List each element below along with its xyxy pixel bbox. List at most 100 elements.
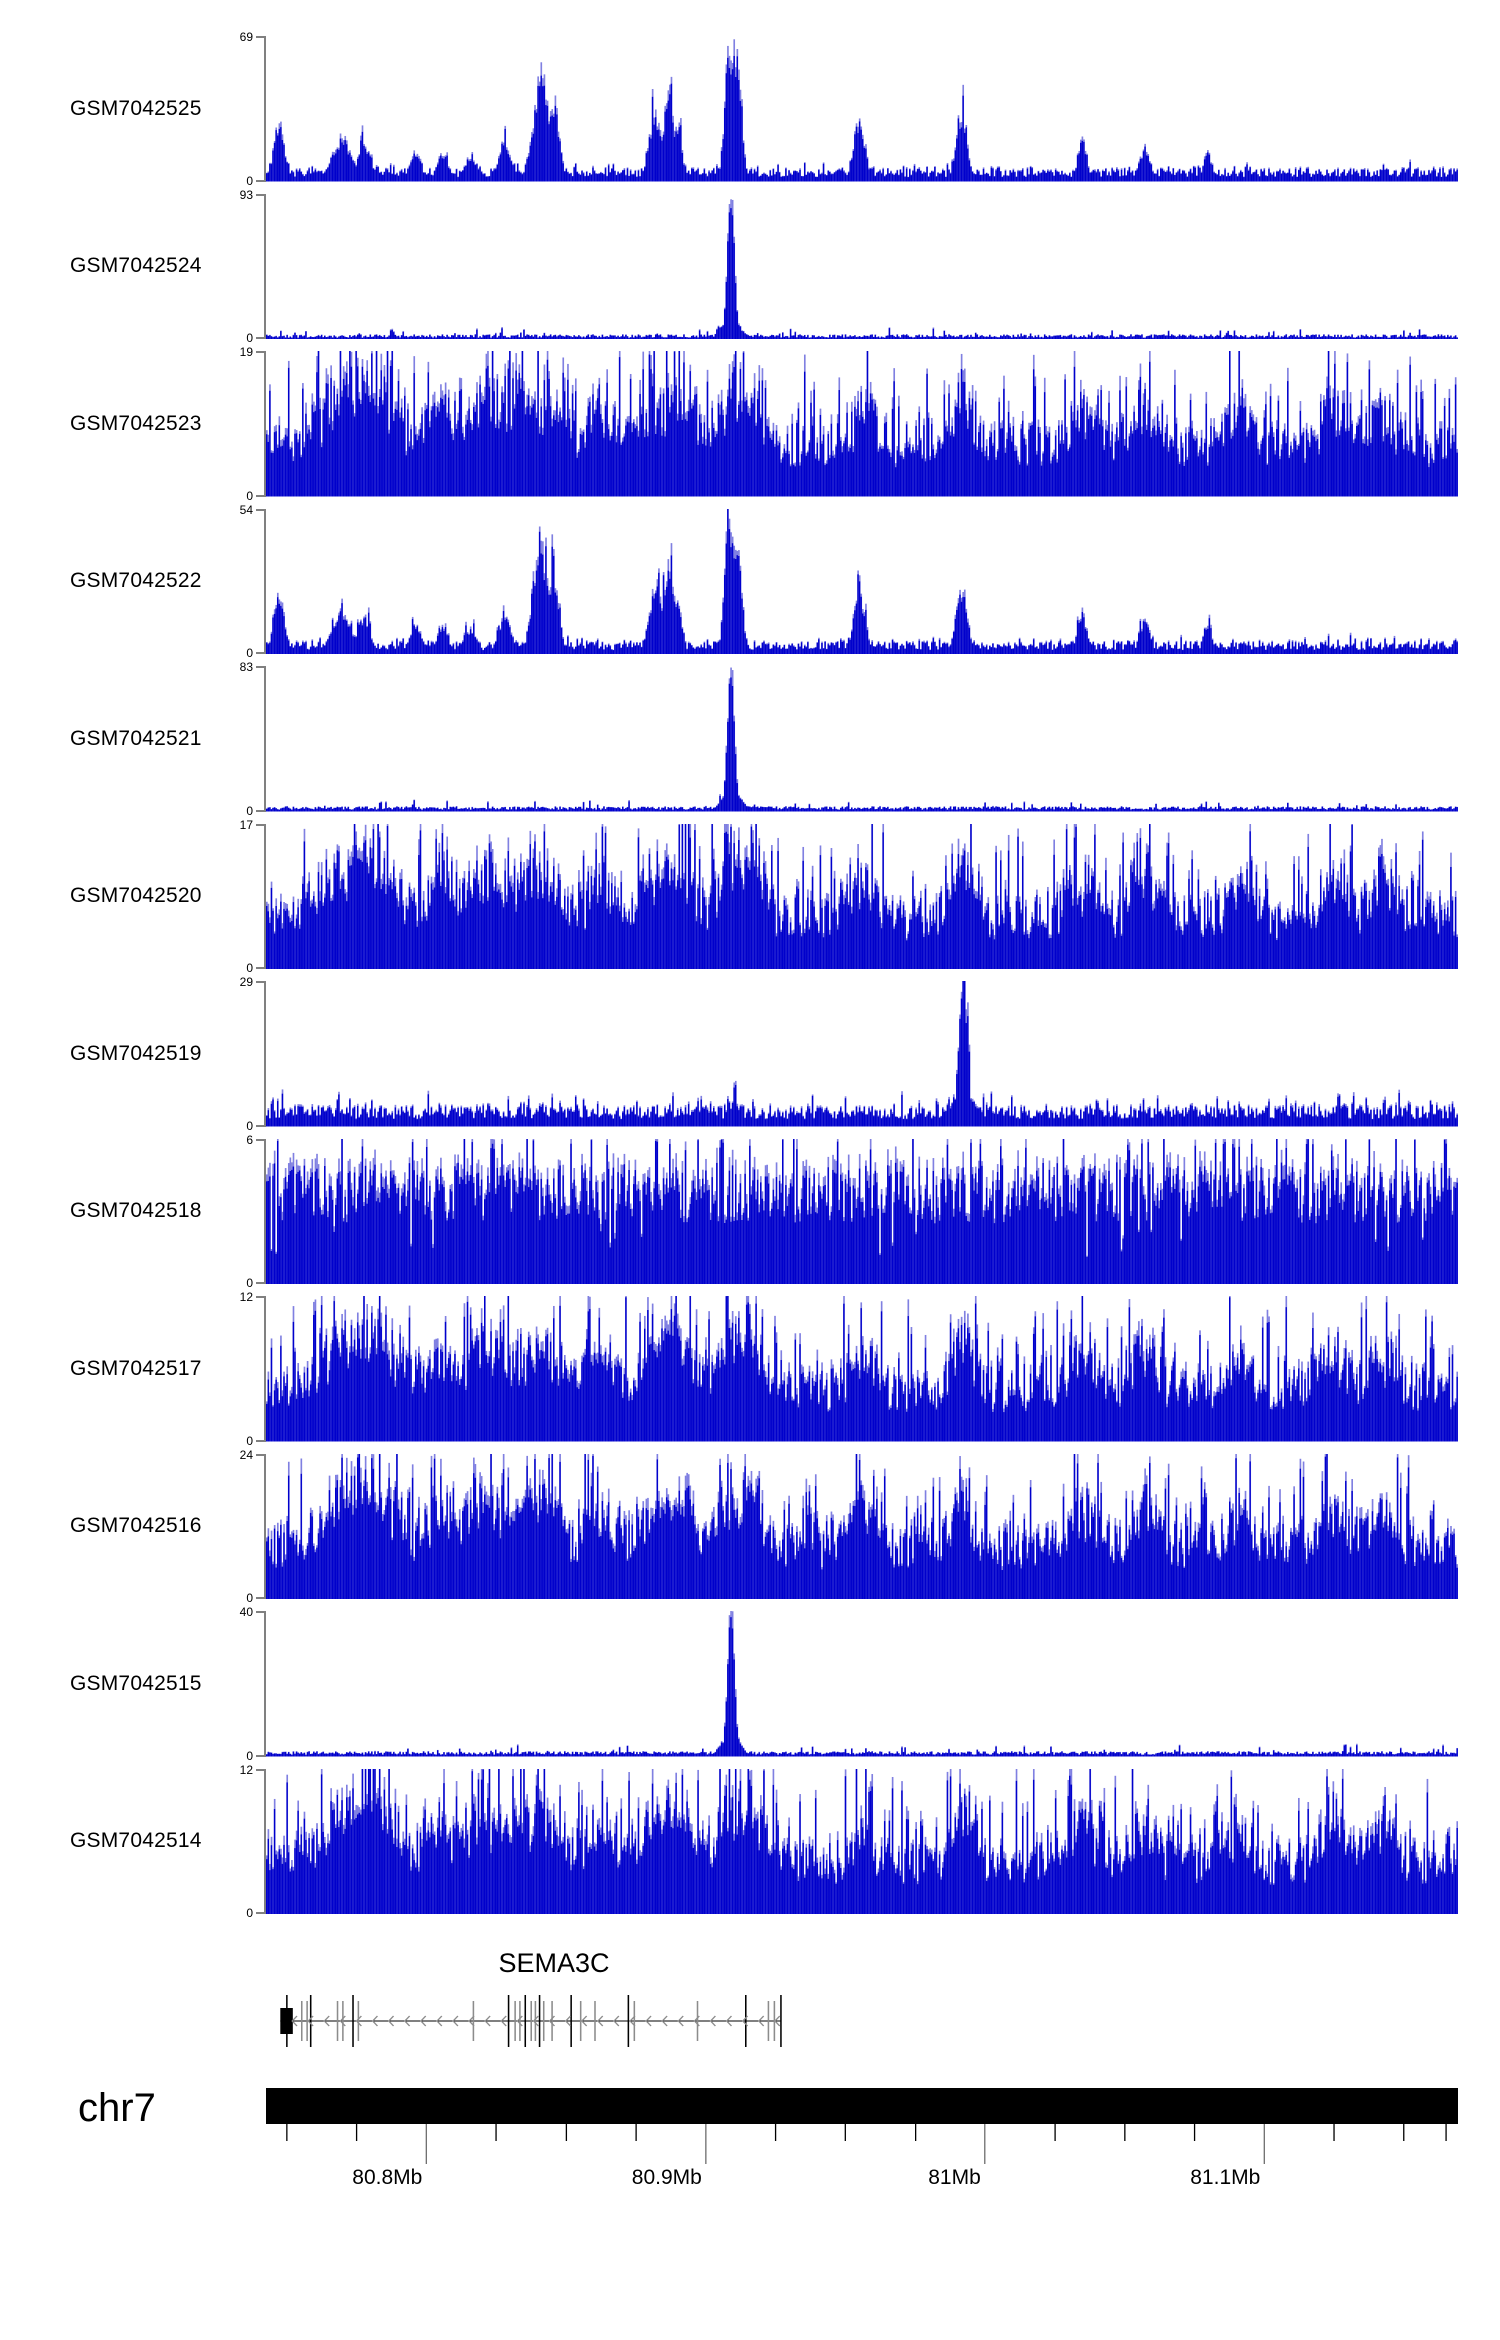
y-axis-max-label: 69: [239, 30, 253, 44]
track-label: GSM7042520: [70, 884, 202, 908]
signal-track[interactable]: GSM7042522 54 0: [0, 503, 1500, 661]
track-signal-plot[interactable]: [266, 1296, 1458, 1442]
y-axis-tick-min: [256, 652, 266, 654]
y-axis-max-label: 19: [239, 345, 253, 359]
chromosome-ticks: 80.8Mb 80.9Mb 81Mb 81.1Mb: [266, 2124, 1458, 2234]
track-y-axis: 17 0: [238, 819, 266, 974]
signal-track[interactable]: GSM7042519 29 0: [0, 975, 1500, 1133]
signal-track[interactable]: GSM7042517 12 0: [0, 1290, 1500, 1448]
y-axis-max-label: 12: [239, 1290, 253, 1304]
gene-name-label: SEMA3C: [498, 1948, 610, 1978]
y-axis-line: [264, 193, 266, 339]
y-axis-line: [264, 351, 266, 497]
chromosome-tick-label: 80.9Mb: [631, 2166, 702, 2189]
track-signal-plot[interactable]: [266, 1768, 1458, 1914]
track-signal-plot[interactable]: [266, 981, 1458, 1127]
y-axis-max-label: 6: [246, 1132, 253, 1147]
y-axis-min-label: 0: [246, 1591, 253, 1605]
y-axis-min-label: 0: [246, 331, 253, 345]
y-axis-tick-min: [256, 1754, 266, 1757]
y-axis-tick-min: [256, 337, 266, 339]
y-axis-max-label: 29: [239, 975, 253, 989]
chromosome-axis: chr7 80.8Mb 80.9Mb 81Mb 81.1Mb: [0, 2080, 1500, 2250]
y-axis-line: [264, 666, 266, 812]
gene-model[interactable]: [266, 1990, 1458, 2052]
track-y-axis: 12 0: [238, 1291, 266, 1447]
y-axis-min-label: 0: [246, 1118, 253, 1133]
signal-track[interactable]: GSM7042518 6 0: [0, 1133, 1500, 1291]
y-axis-min-label: 0: [246, 488, 253, 503]
signal-track[interactable]: GSM7042525 69 0: [0, 30, 1500, 188]
signal-track[interactable]: GSM7042523 19 0: [0, 345, 1500, 503]
track-signal-plot[interactable]: [266, 1453, 1458, 1599]
signal-track[interactable]: GSM7042520 17 0: [0, 818, 1500, 976]
track-label: GSM7042514: [70, 1829, 202, 1853]
signal-track[interactable]: GSM7042524 93 0: [0, 188, 1500, 346]
y-axis-min-label: 0: [246, 173, 253, 188]
track-label: GSM7042525: [70, 96, 202, 120]
y-axis-line: [264, 1296, 266, 1442]
y-axis-tick-max: [256, 351, 266, 353]
chromosome-tick-label: 81.1Mb: [1190, 2166, 1261, 2189]
y-axis-line: [264, 823, 266, 969]
y-axis-line: [264, 508, 266, 654]
track-signal-plot[interactable]: [266, 508, 1458, 654]
y-axis-tick-max: [256, 666, 266, 668]
y-axis-max-label: 12: [239, 1762, 253, 1777]
track-y-axis: 24 0: [238, 1449, 266, 1604]
track-signal-plot[interactable]: [266, 36, 1458, 182]
y-axis-tick-min: [256, 1282, 266, 1284]
y-axis-line: [264, 1611, 266, 1757]
signal-track[interactable]: GSM7042515 40 0: [0, 1605, 1500, 1763]
y-axis-tick-max: [256, 193, 266, 196]
track-y-axis: 54 0: [238, 504, 266, 659]
chromosome-tick-label: 80.8Mb: [352, 2166, 423, 2189]
y-axis-line: [264, 981, 266, 1127]
track-y-axis: 19 0: [238, 346, 266, 502]
y-axis-line: [264, 36, 266, 182]
track-y-axis: 40 0: [238, 1606, 266, 1762]
signal-track[interactable]: GSM7042521 83 0: [0, 660, 1500, 818]
gene-annotation-track[interactable]: SEMA3C: [0, 1948, 1500, 2068]
y-axis-tick-max: [256, 823, 266, 826]
y-axis-tick-min: [256, 1439, 266, 1442]
track-label: GSM7042519: [70, 1041, 202, 1065]
track-label: GSM7042517: [70, 1356, 202, 1380]
track-label: GSM7042516: [70, 1514, 202, 1538]
y-axis-tick-max: [256, 1138, 266, 1141]
y-axis-min-label: 0: [246, 1748, 253, 1763]
y-axis-max-label: 40: [239, 1605, 253, 1619]
y-axis-line: [264, 1138, 266, 1284]
track-label: GSM7042523: [70, 411, 202, 435]
chromosome-bar[interactable]: [266, 2088, 1458, 2124]
track-signal-plot[interactable]: [266, 823, 1458, 969]
y-axis-min-label: 0: [246, 961, 253, 975]
y-axis-min-label: 0: [246, 646, 253, 660]
y-axis-tick-min: [256, 1912, 266, 1914]
track-label: GSM7042515: [70, 1671, 202, 1695]
track-signal-plot[interactable]: [266, 1138, 1458, 1284]
signal-track[interactable]: GSM7042516 24 0: [0, 1448, 1500, 1606]
y-axis-max-label: 93: [239, 187, 253, 202]
y-axis-max-label: 17: [239, 817, 253, 832]
y-axis-tick-min: [256, 494, 266, 497]
track-signal-plot[interactable]: [266, 194, 1458, 339]
y-axis-max-label: 24: [239, 1447, 253, 1462]
y-axis-max-label: 83: [239, 660, 253, 674]
signal-track[interactable]: GSM7042514 12 0: [0, 1763, 1500, 1921]
y-axis-tick-max: [256, 1768, 266, 1771]
track-signal-plot[interactable]: [266, 666, 1458, 812]
y-axis-max-label: 54: [239, 502, 253, 517]
track-label: GSM7042524: [70, 254, 202, 278]
y-axis-tick-max: [256, 1611, 266, 1613]
y-axis-tick-min: [256, 967, 266, 969]
track-signal-plot[interactable]: [266, 1611, 1458, 1757]
track-label: GSM7042522: [70, 569, 202, 593]
y-axis-tick-min: [256, 1124, 266, 1127]
y-axis-tick-max: [256, 36, 266, 38]
track-y-axis: 93 0: [238, 189, 266, 344]
track-signal-plot[interactable]: [266, 351, 1458, 497]
y-axis-line: [264, 1453, 266, 1599]
y-axis-min-label: 0: [246, 1906, 253, 1920]
